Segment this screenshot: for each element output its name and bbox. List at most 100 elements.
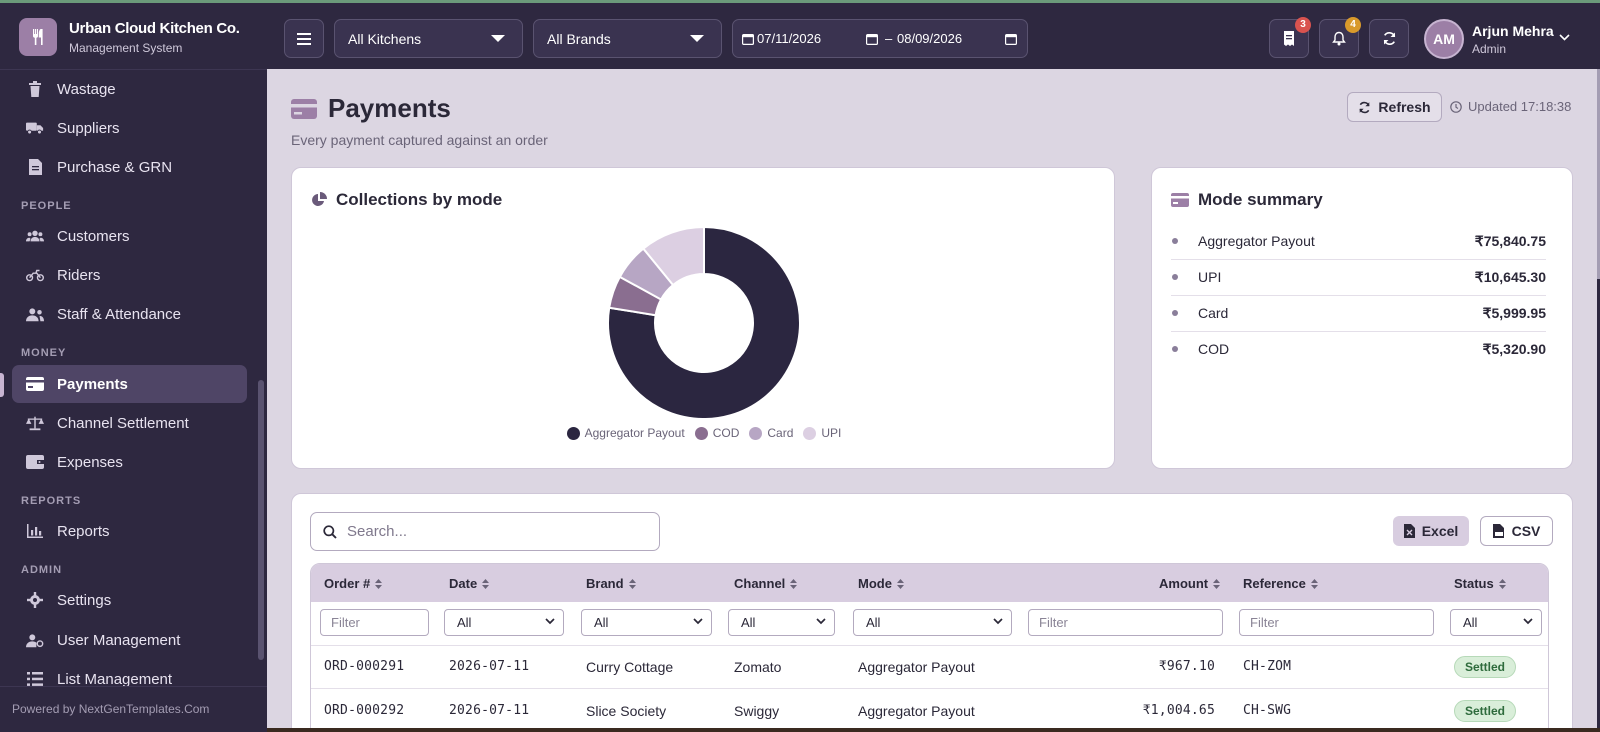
sidebar-item-expenses[interactable]: Expenses [12,443,247,481]
sidebar-item-list-management[interactable]: List Management [12,660,247,698]
calendar-icon[interactable] [866,33,878,45]
sidebar-scrollbar[interactable] [258,380,264,660]
chevron-down-icon [816,618,826,625]
sidebar-item-staff-attendance[interactable]: Staff & Attendance [12,295,247,333]
channel-filter-value: All [741,615,756,630]
clock-icon [1450,100,1462,113]
export-csv-button[interactable]: CSV [1480,516,1553,546]
sidebar-item-riders[interactable]: Riders [12,256,247,294]
card-icon [26,375,44,393]
bar-chart-icon [26,522,44,540]
mode-filter-select[interactable]: All [853,609,1012,636]
avatar[interactable]: AM [1424,19,1464,59]
chevron-down-icon[interactable] [1559,34,1570,41]
menu-toggle-button[interactable] [284,19,324,58]
refresh-button[interactable]: Refresh [1347,92,1442,122]
summary-amount: ₹5,999.95 [1482,305,1546,321]
sidebar-item-label: Staff & Attendance [57,305,181,323]
sync-icon [1359,101,1370,113]
legend-item[interactable]: Card [749,426,793,440]
csv-file-icon [1492,524,1504,538]
card-icon [291,99,317,119]
donut-slice-upi[interactable] [641,225,705,287]
mode-summary-title-text: Mode summary [1198,190,1323,209]
header-status[interactable]: Status [1454,576,1506,591]
sidebar-item-wastage[interactable]: Wastage [12,70,247,108]
sidebar-item-payments[interactable]: Payments [12,365,247,403]
sort-icon [1310,578,1318,589]
motorcycle-icon [26,266,44,284]
section-label-reports: REPORTS [21,495,82,507]
orders-button[interactable]: 3 [1269,17,1311,58]
refresh-label: Refresh [1378,99,1431,115]
sync-button[interactable] [1369,19,1409,58]
search-box[interactable] [310,512,660,551]
sidebar-item-label: Reports [57,522,110,540]
header-reference[interactable]: Reference [1243,576,1318,591]
last-updated: Updated 17:18:38 [1450,99,1571,114]
date-from-input[interactable]: 07/11/2026 [757,31,822,46]
kitchen-select[interactable]: All Kitchens [334,19,523,58]
sidebar-item-label: Suppliers [57,119,120,137]
header-label: Mode [858,576,892,591]
active-indicator [0,373,4,397]
search-input[interactable] [347,523,637,540]
table-row[interactable]: ORD-000292 2026-07-11 Slice Society Swig… [311,690,1548,732]
notifications-button[interactable]: 4 [1319,17,1361,58]
summary-row: Card ₹5,999.95 [1171,296,1546,332]
sidebar-item-purchase-grn[interactable]: Purchase & GRN [12,148,247,186]
sort-icon [1213,578,1221,589]
sidebar-item-user-management[interactable]: User Management [12,621,247,659]
order-filter-input[interactable]: Filter [320,609,429,636]
status-badge: Settled [1454,700,1517,722]
status-filter-select[interactable]: All [1450,609,1542,636]
legend-item[interactable]: Aggregator Payout [566,426,685,440]
reference-filter-input[interactable]: Filter [1239,609,1434,636]
header-mode[interactable]: Mode [858,576,904,591]
table-row[interactable]: ORD-000291 2026-07-11 Curry Cottage Zoma… [311,646,1548,689]
chevron-down-icon [690,35,704,42]
bullet-icon [1172,310,1178,316]
brand-select[interactable]: All Brands [533,19,722,58]
export-excel-button[interactable]: Excel [1393,516,1469,546]
channel-filter-select[interactable]: All [728,609,835,636]
amount-filter-input[interactable]: Filter [1028,609,1223,636]
legend-swatch [694,426,708,440]
kitchen-select-value: All Kitchens [348,30,422,47]
sidebar-item-channel-settlement[interactable]: Channel Settlement [12,404,247,442]
header-label: Amount [1159,576,1209,591]
page-scrollbar[interactable] [1597,69,1600,279]
sidebar-item-suppliers[interactable]: Suppliers [12,109,247,147]
sort-icon [790,578,798,589]
sidebar-item-label: Riders [57,266,101,284]
legend-swatch [749,426,763,440]
legend-label: COD [712,426,740,440]
collections-title: Collections by mode [311,190,502,210]
brand-filter-select[interactable]: All [581,609,712,636]
collections-card: Collections by mode Aggregator Payout COD… [291,167,1115,469]
legend-item[interactable]: COD [694,426,740,440]
header-channel[interactable]: Channel [734,576,798,591]
cell-channel: Swiggy [734,703,780,719]
sidebar-item-reports[interactable]: Reports [12,512,247,550]
legend-item[interactable]: UPI [803,426,841,440]
header-amount[interactable]: Amount [1159,576,1221,591]
date-filter-select[interactable]: All [444,609,564,636]
header-label: Status [1454,576,1494,591]
chart-legend: Aggregator Payout COD Card UPI [292,426,1116,440]
chevron-down-icon [1523,618,1533,625]
header-date[interactable]: Date [449,576,490,591]
document-icon [26,158,44,176]
header-brand[interactable]: Brand [586,576,636,591]
header-label: Date [449,576,478,591]
sidebar-item-customers[interactable]: Customers [12,217,247,255]
bullet-icon [1172,274,1178,280]
sort-icon [375,578,383,589]
user-name[interactable]: Arjun Mehra [1472,23,1554,39]
date-to-input[interactable]: 08/09/2026 [897,31,963,46]
donut-slice-aggregator-payout[interactable] [607,225,801,418]
header-order[interactable]: Order # [324,576,383,591]
calendar-icon[interactable] [1005,33,1017,45]
payments-table-card: Excel CSV Order # Date Brand Channel Mod… [291,493,1573,732]
sidebar-item-settings[interactable]: Settings [12,581,247,619]
